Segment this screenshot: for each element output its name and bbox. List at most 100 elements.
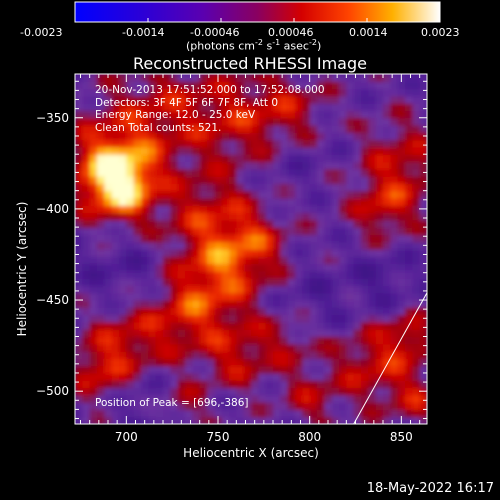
heatmap-cell — [89, 219, 98, 228]
heatmap-cell — [280, 336, 289, 345]
heatmap-cell — [207, 409, 215, 418]
heatmap-cell — [133, 197, 142, 206]
heatmap-cell — [317, 227, 325, 236]
heatmap-cell — [111, 387, 120, 396]
heatmap-cell — [82, 74, 91, 82]
heatmap-cell — [419, 197, 427, 206]
heatmap-cell — [339, 234, 347, 243]
heatmap-cell — [141, 358, 149, 367]
heatmap-cell — [97, 146, 105, 155]
heatmap-cell — [280, 241, 289, 250]
heatmap-cell — [229, 88, 237, 97]
heatmap-cell — [331, 409, 340, 418]
heatmap-cell — [155, 270, 164, 279]
heatmap-cell — [163, 146, 171, 155]
heatmap-cell — [111, 329, 120, 338]
heatmap-cell — [148, 81, 157, 90]
heatmap-cell — [155, 74, 164, 82]
heatmap-cell — [265, 205, 274, 214]
heatmap-cell — [170, 387, 179, 396]
heatmap-cell — [221, 227, 230, 236]
heatmap-cell — [214, 380, 223, 389]
heatmap-cell — [155, 212, 164, 221]
heatmap-cell — [295, 292, 303, 301]
heatmap-cell — [368, 88, 377, 97]
heatmap-cell — [375, 380, 384, 389]
heatmap-cell — [89, 88, 98, 97]
heatmap-cell — [82, 372, 91, 381]
heatmap-cell — [163, 380, 171, 389]
heatmap-cell — [280, 270, 289, 279]
heatmap-cell — [148, 139, 157, 148]
heatmap-cell — [265, 300, 274, 308]
heatmap-cell — [295, 321, 303, 330]
heatmap-cell — [126, 227, 135, 236]
heatmap-cell — [199, 300, 208, 308]
heatmap-cell — [133, 95, 142, 104]
heatmap-cell — [331, 212, 340, 221]
heatmap-cell — [265, 74, 274, 82]
heatmap-cell — [383, 329, 391, 338]
heatmap-cell — [397, 402, 406, 411]
heatmap-cell — [405, 329, 413, 338]
heatmap-cell — [104, 256, 113, 265]
heatmap-cell — [82, 95, 91, 104]
heatmap-cell — [82, 154, 91, 163]
heatmap-cell — [148, 358, 157, 367]
heatmap-cell — [339, 117, 347, 126]
heatmap-cell — [243, 336, 252, 345]
heatmap-cell — [390, 241, 399, 250]
heatmap-cell — [163, 95, 171, 104]
heatmap-cell — [280, 74, 289, 82]
heatmap-cell — [148, 300, 157, 308]
heatmap-cell — [317, 307, 325, 316]
heatmap-cell — [368, 161, 377, 170]
heatmap-cell — [405, 183, 413, 192]
heatmap-cell — [243, 161, 252, 170]
heatmap-cell — [82, 212, 91, 221]
heatmap-cell — [207, 81, 215, 90]
heatmap-cell — [302, 234, 311, 243]
heatmap-cell — [302, 219, 311, 228]
heatmap-cell — [309, 227, 318, 236]
heatmap-cell — [75, 285, 83, 294]
heatmap-cell — [177, 205, 186, 214]
heatmap-cell — [251, 227, 259, 236]
heatmap-cell — [221, 372, 230, 381]
heatmap-cell — [412, 154, 421, 163]
heatmap-cell — [185, 343, 193, 352]
heatmap-cell — [346, 88, 355, 97]
heatmap-cell — [339, 343, 347, 352]
heatmap-cell — [111, 372, 120, 381]
heatmap-cell — [126, 88, 135, 97]
heatmap-cell — [287, 343, 296, 352]
heatmap-cell — [353, 190, 362, 199]
heatmap-cell — [302, 365, 311, 374]
heatmap-cell — [265, 409, 274, 418]
heatmap-cell — [361, 285, 369, 294]
heatmap-cell — [104, 168, 113, 177]
heatmap-cell — [309, 270, 318, 279]
heatmap-cell — [236, 394, 245, 403]
colorbar-tick-label: 0.0023 — [421, 26, 460, 39]
heatmap-cell — [251, 81, 259, 90]
heatmap-cell — [133, 402, 142, 411]
heatmap-cell — [339, 256, 347, 265]
heatmap-cell — [141, 300, 149, 308]
heatmap-cell — [163, 285, 171, 294]
heatmap-cell — [82, 205, 91, 214]
heatmap-cell — [126, 168, 135, 177]
heatmap-cell — [199, 219, 208, 228]
heatmap-cell — [104, 285, 113, 294]
heatmap-cell — [82, 234, 91, 243]
heatmap-cell — [258, 219, 267, 228]
heatmap-cell — [192, 372, 201, 381]
heatmap-cell — [229, 372, 237, 381]
heatmap-cell — [221, 365, 230, 374]
heatmap-cell — [419, 402, 427, 411]
heatmap-cell — [251, 409, 259, 418]
heatmap-cell — [419, 292, 427, 301]
heatmap-cell — [309, 117, 318, 126]
heatmap-cell — [383, 409, 391, 418]
